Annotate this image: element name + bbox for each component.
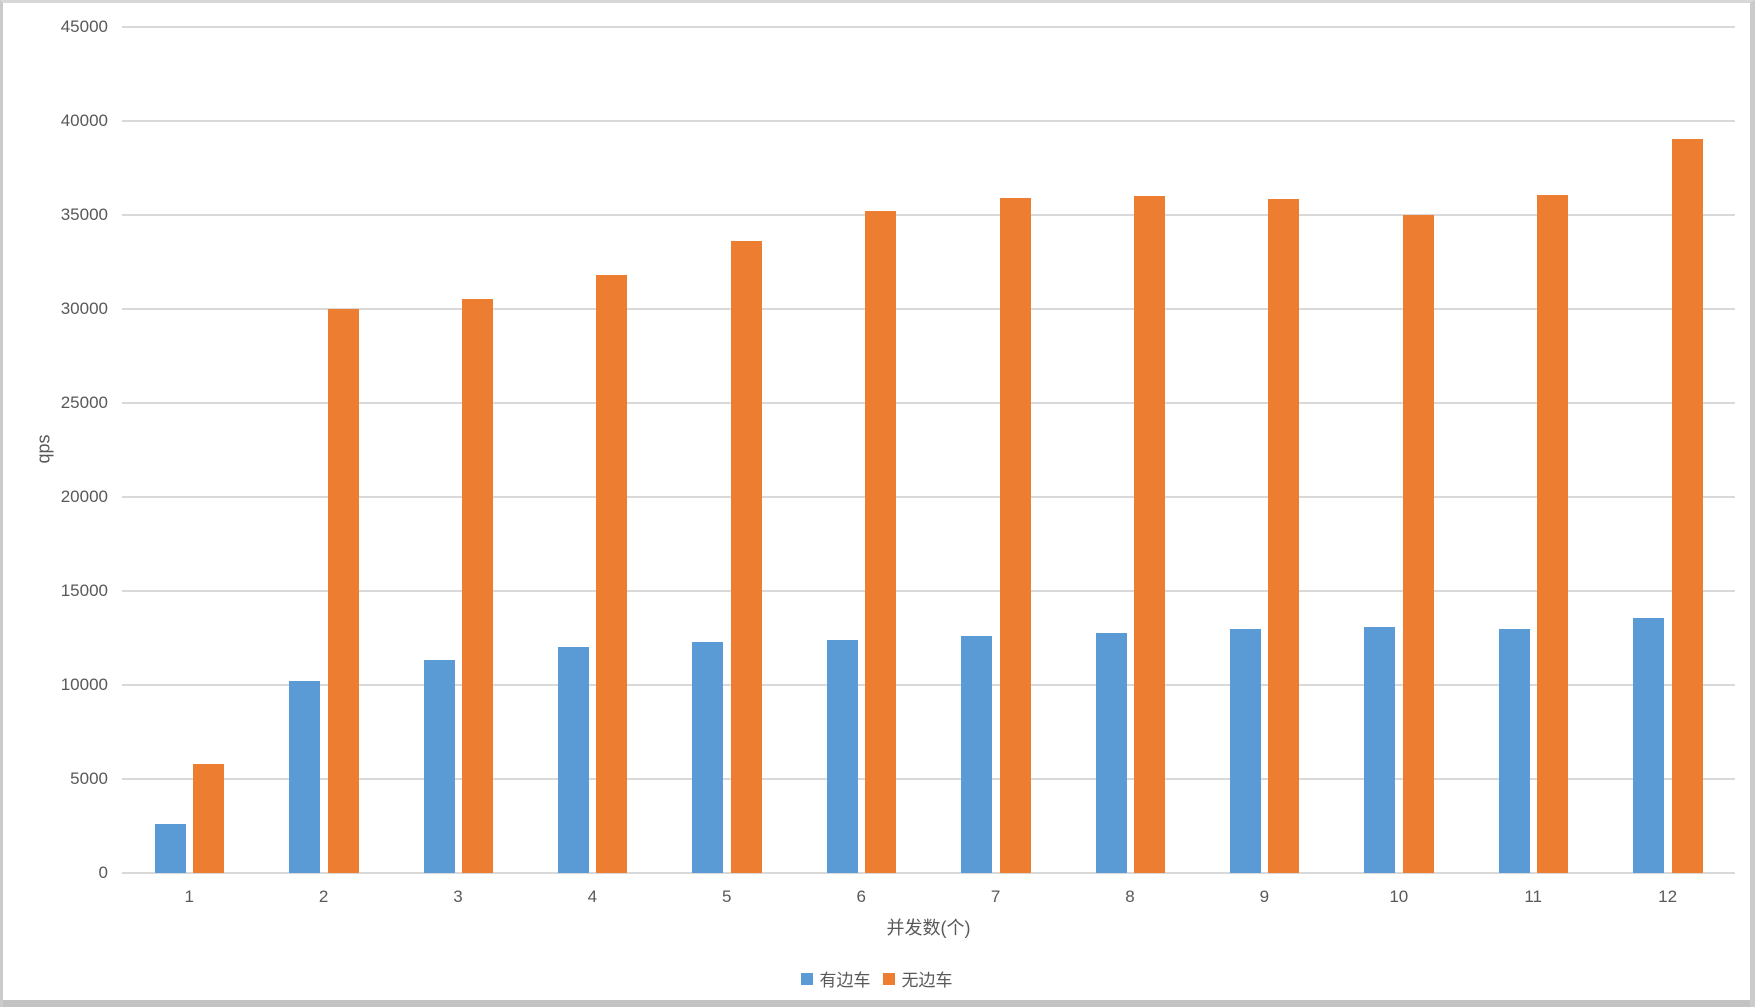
gridline — [122, 213, 1735, 216]
x-tick-label: 2 — [318, 887, 329, 906]
bar-无边车-7 — [999, 197, 1031, 873]
x-tick-label: 6 — [856, 887, 866, 906]
legend-label: 有边车 — [819, 971, 871, 990]
bar-有边车-2 — [289, 680, 321, 873]
x-tick-label: 5 — [722, 887, 732, 906]
bar-有边车-4 — [557, 646, 589, 873]
bar-有边车-10 — [1364, 627, 1396, 873]
gridline — [122, 683, 1735, 686]
y-tick-label: 15000 — [60, 580, 108, 600]
bar-无边车-3 — [462, 299, 493, 873]
x-tick-label: 4 — [587, 887, 598, 906]
bar-有边车-6 — [826, 640, 858, 873]
gridline — [122, 777, 1735, 780]
bar-无边车-1 — [193, 764, 225, 873]
bar-有边车-3 — [423, 660, 455, 873]
gridline — [122, 495, 1735, 498]
gridline — [122, 119, 1735, 122]
x-tick-label: 12 — [1658, 887, 1678, 906]
bar-无边车-8 — [1134, 195, 1165, 873]
gridline — [122, 589, 1735, 592]
y-tick-label: 35000 — [60, 204, 108, 224]
bar-无边车-11 — [1537, 194, 1569, 873]
y-tick-label: 25000 — [60, 392, 108, 412]
y-tick-label: 30000 — [60, 298, 108, 318]
y-tick-label: 20000 — [60, 486, 108, 506]
legend-swatch-icon — [882, 972, 895, 985]
gridline — [122, 307, 1735, 310]
bar-有边车-5 — [692, 642, 724, 873]
legend-item-无边车: 无边车 — [882, 966, 953, 991]
bar-有边车-12 — [1633, 617, 1665, 873]
bottom-border-strip — [3, 1000, 1750, 1007]
bar-无边车-12 — [1671, 139, 1703, 873]
gridline — [122, 401, 1735, 404]
legend-label: 无边车 — [901, 971, 953, 990]
gridline — [122, 871, 1735, 874]
y-axis-title: qps — [33, 434, 54, 464]
legend: 有边车 无边车 — [3, 966, 1750, 991]
bar-无边车-5 — [730, 240, 762, 873]
bar-无边车-6 — [865, 210, 897, 873]
bar-无边车-4 — [596, 274, 628, 873]
bar-无边车-9 — [1268, 198, 1300, 873]
x-tick-label: 8 — [1125, 887, 1135, 906]
bar-有边车-7 — [961, 635, 993, 873]
legend-item-有边车: 有边车 — [800, 966, 871, 991]
x-tick-label: 10 — [1389, 887, 1409, 906]
bar-有边车-9 — [1229, 629, 1261, 873]
bar-无边车-10 — [1402, 214, 1434, 873]
y-tick-label: 0 — [98, 862, 108, 882]
bar-有边车-1 — [154, 823, 186, 873]
bar-有边车-11 — [1498, 629, 1530, 873]
x-axis-title: 并发数(个) — [886, 918, 971, 938]
legend-swatch-icon — [800, 972, 813, 985]
gridline — [122, 25, 1735, 28]
bar-有边车-8 — [1095, 632, 1127, 873]
x-tick-label: 7 — [990, 887, 1001, 906]
y-tick-label: 10000 — [60, 674, 108, 694]
y-tick-label: 5000 — [70, 768, 108, 788]
y-tick-label: 40000 — [60, 110, 108, 130]
bar-无边车-2 — [327, 308, 359, 873]
x-tick-label: 11 — [1524, 887, 1543, 906]
x-tick-label: 3 — [453, 887, 463, 906]
y-tick-label: 45000 — [60, 16, 108, 36]
x-tick-label: 1 — [184, 887, 194, 906]
x-tick-label: 9 — [1259, 887, 1270, 906]
